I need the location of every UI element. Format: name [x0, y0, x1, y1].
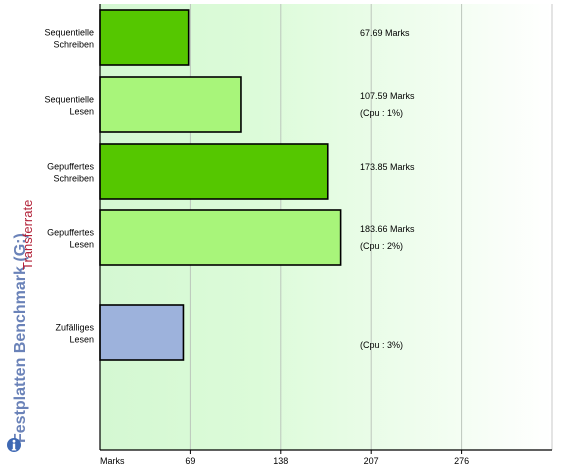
- category-label-1: Sequentielle Lesen: [44, 95, 94, 117]
- value-label-3: 183.66 Marks: [360, 224, 415, 234]
- category-label-line: Sequentielle: [44, 95, 94, 105]
- cpu-label-1: (Cpu : 1%): [360, 108, 403, 118]
- category-label-line: Zufälliges: [55, 323, 94, 333]
- value-label-0: 67.69 Marks: [360, 28, 410, 38]
- x-tick-label-3: 276: [454, 456, 469, 466]
- info-icon[interactable]: [6, 437, 22, 453]
- bar-1: [99, 76, 242, 133]
- x-tick-label-1: 138: [273, 456, 288, 466]
- category-label-line: Schreiben: [53, 174, 94, 184]
- bar-2: [99, 143, 329, 200]
- value-label-2: 173.85 Marks: [360, 162, 415, 172]
- category-label-line: Schreiben: [53, 40, 94, 50]
- category-label-line: Sequentielle: [44, 28, 94, 38]
- category-label-line: Gepuffertes: [47, 228, 94, 238]
- x-axis-label: Marks: [100, 456, 125, 466]
- cpu-label-3: (Cpu : 2%): [360, 241, 403, 251]
- bar-0: [99, 9, 190, 66]
- value-label-1: 107.59 Marks: [360, 91, 415, 101]
- category-label-line: Lesen: [69, 107, 94, 117]
- category-label-2: Gepuffertes Schreiben: [47, 162, 94, 184]
- x-tick-label-0: 69: [185, 456, 195, 466]
- cpu-label-4: (Cpu : 3%): [360, 340, 403, 350]
- bar-4: [99, 304, 185, 361]
- category-label-line: Lesen: [69, 240, 94, 250]
- category-label-4: Zufälliges Lesen: [55, 323, 94, 345]
- bar-3: [99, 209, 342, 266]
- category-label-0: Sequentielle Schreiben: [44, 28, 94, 50]
- x-tick-label-2: 207: [364, 456, 379, 466]
- category-label-line: Gepuffertes: [47, 162, 94, 172]
- category-label-line: Lesen: [69, 335, 94, 345]
- category-label-3: Gepuffertes Lesen: [47, 228, 94, 250]
